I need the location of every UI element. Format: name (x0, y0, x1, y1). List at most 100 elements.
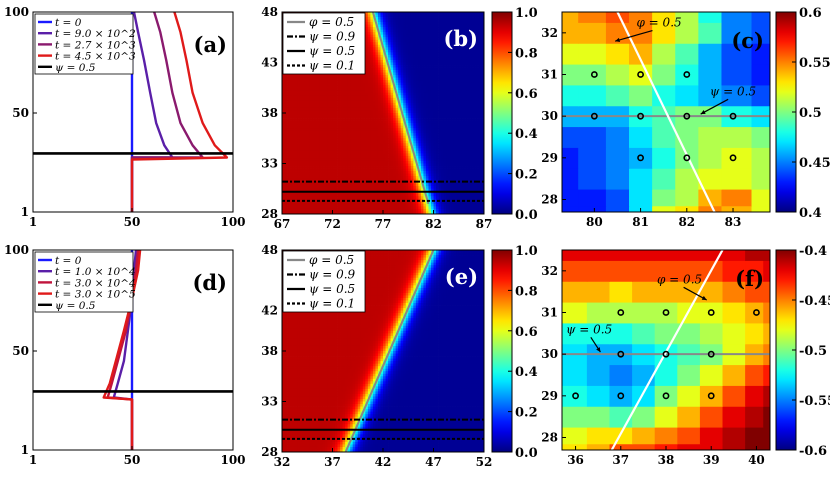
heat-cell (415, 85, 419, 89)
heat-cell (347, 92, 351, 96)
heat-cell (383, 85, 386, 89)
heat-cell (370, 128, 374, 132)
heat-cell (478, 163, 482, 167)
heat-cell (395, 102, 399, 106)
heat-cell (385, 145, 389, 149)
heat-cell (428, 92, 432, 96)
heat-cell (410, 166, 414, 169)
heat-cell (400, 54, 404, 58)
heat-cell (423, 166, 427, 169)
heat-cell (448, 123, 452, 127)
heat-cell (319, 148, 323, 152)
heat-cell (289, 145, 293, 149)
heat-cell (436, 85, 439, 89)
heat-cell (340, 75, 343, 79)
heat-cell (473, 47, 477, 51)
heat-cell (284, 130, 288, 134)
heat-cell (468, 110, 472, 114)
heat-cell (314, 82, 318, 86)
heat-cell (438, 87, 442, 91)
x-tick-label: 1 (29, 215, 37, 229)
heat-cell (448, 105, 452, 109)
heat-cell (478, 135, 482, 139)
heat-cell (377, 148, 381, 152)
heat-cell (418, 153, 422, 157)
heat-cell (468, 12, 472, 15)
heat-cell (423, 110, 427, 114)
heat-cell (408, 100, 412, 104)
heat-cell (433, 110, 437, 114)
heat-cell (443, 166, 447, 169)
heat-cell (423, 54, 427, 58)
heat-cell (302, 128, 306, 132)
heat-cell (365, 82, 369, 86)
heat-cell (420, 32, 424, 36)
heat-cell (425, 49, 429, 53)
heat-cell (441, 97, 444, 101)
heat-cell (408, 47, 412, 51)
heat-cell (395, 125, 399, 129)
heat-cell (441, 140, 444, 144)
heat-cell (441, 47, 444, 51)
heat-cell (322, 130, 326, 134)
heat-cell (375, 160, 379, 164)
heat-cell (360, 120, 364, 124)
heat-cell (329, 148, 333, 152)
heat-cell (372, 150, 376, 154)
heat-cell (478, 75, 482, 79)
heat-cell (405, 143, 409, 147)
heat-cell (468, 133, 472, 137)
heat-cell (436, 110, 439, 114)
heat-cell (420, 166, 424, 169)
heat-cell (438, 75, 442, 79)
heat-cell (302, 85, 306, 89)
heat-cell (385, 95, 389, 99)
heat-cell (458, 130, 462, 134)
heat-cell (297, 95, 301, 99)
heat-cell (393, 148, 397, 152)
heat-cell (451, 123, 455, 127)
heat-cell (415, 39, 419, 43)
heat-cell (448, 27, 452, 31)
heat-cell (453, 57, 457, 61)
heat-cell (393, 90, 397, 94)
heat-cell (372, 87, 376, 91)
heat-cell (461, 133, 465, 137)
heat-cell (360, 123, 364, 127)
heat-cell (319, 107, 323, 111)
heat-cell (390, 54, 394, 58)
heat-cell (372, 113, 376, 116)
heat-cell (466, 34, 470, 38)
heat-cell (481, 19, 485, 23)
heat-cell (451, 72, 455, 76)
heat-cell (380, 120, 384, 124)
heat-cell (324, 87, 328, 91)
heat-cell (448, 135, 452, 139)
heat-cell (352, 140, 356, 144)
heat-cell (423, 155, 427, 159)
heat-cell (430, 102, 434, 106)
heat-cell (352, 113, 356, 116)
heat-cell (456, 57, 460, 61)
heat-cell (322, 118, 326, 121)
heat-cell (309, 77, 313, 81)
heat-cell (461, 163, 465, 167)
heat-cell (430, 14, 434, 18)
heat-cell (438, 44, 442, 48)
heat-cell (463, 39, 467, 43)
heat-cell (476, 37, 480, 41)
heat-cell (370, 57, 374, 61)
heat-cell (433, 138, 437, 142)
heat-cell (289, 107, 293, 111)
heat-cell (398, 49, 402, 53)
heat-cell (332, 143, 336, 147)
heat-cell (297, 90, 301, 94)
heat-cell (433, 100, 437, 104)
heat-cell (481, 39, 485, 43)
heat-cell (337, 166, 341, 169)
heat-cell (420, 113, 424, 116)
heat-cell (420, 150, 424, 154)
heat-cell (441, 138, 444, 142)
heat-cell (329, 153, 333, 157)
heat-cell (436, 39, 439, 43)
